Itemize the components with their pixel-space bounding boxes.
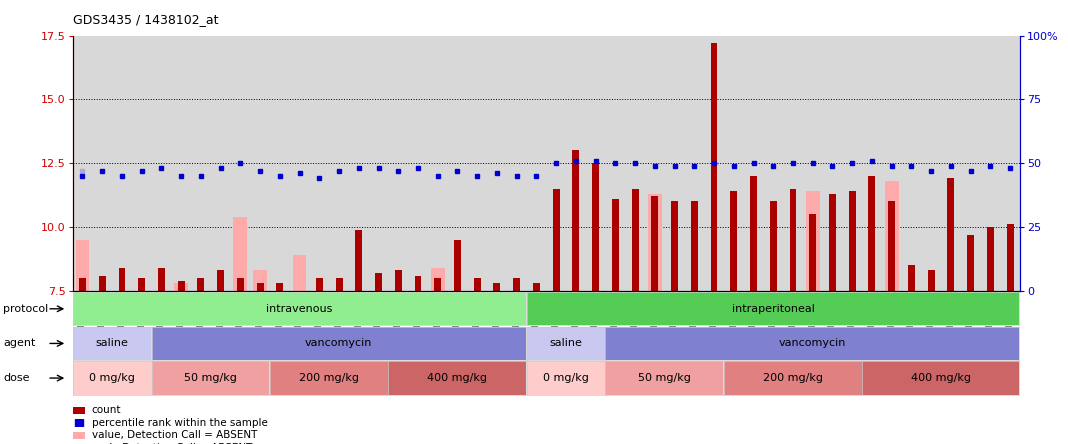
Bar [119,268,125,291]
Bar [789,189,797,291]
Bar [253,270,267,291]
Bar [395,270,402,291]
Text: protocol: protocol [3,304,48,314]
Text: intraperitoneal: intraperitoneal [732,304,815,314]
Bar [316,278,323,291]
Bar [454,240,461,291]
Bar [651,196,658,291]
Bar [572,151,579,291]
Bar [671,202,678,291]
Bar [884,181,898,291]
Bar [987,227,994,291]
Text: 200 mg/kg: 200 mg/kg [299,373,359,383]
Bar [750,176,757,291]
Bar [177,281,185,291]
Bar [710,43,718,291]
Text: 0 mg/kg: 0 mg/kg [89,373,135,383]
Bar [631,189,639,291]
Bar [335,278,343,291]
Bar [1007,225,1014,291]
Text: agent: agent [3,338,35,349]
Bar [648,194,662,291]
Bar [356,230,362,291]
Text: saline: saline [549,338,582,349]
Bar [174,283,188,291]
Bar [810,214,816,291]
Bar [868,176,876,291]
Bar [79,278,85,291]
Bar [928,270,934,291]
Bar [691,202,697,291]
Bar [592,163,599,291]
Text: GDS3435 / 1438102_at: GDS3435 / 1438102_at [73,13,218,26]
Text: value, Detection Call = ABSENT: value, Detection Call = ABSENT [92,430,257,440]
Text: 50 mg/kg: 50 mg/kg [184,373,237,383]
Bar [76,240,90,291]
Bar [98,275,106,291]
Bar [533,283,539,291]
Text: vancomycin: vancomycin [779,338,846,349]
Bar [138,278,145,291]
Bar [889,202,895,291]
Text: intravenous: intravenous [266,304,332,314]
Bar [806,191,819,291]
Bar [829,194,836,291]
Bar [237,278,244,291]
Text: saline: saline [95,338,128,349]
Bar [430,268,444,291]
Bar [968,235,974,291]
Text: rank, Detection Call = ABSENT: rank, Detection Call = ABSENT [92,443,252,444]
Bar [553,189,560,291]
Bar [414,275,422,291]
Text: 50 mg/kg: 50 mg/kg [638,373,691,383]
Bar [770,202,776,291]
Bar [947,178,955,291]
Bar [217,270,224,291]
Bar [256,283,264,291]
Bar [293,255,307,291]
Text: vancomycin: vancomycin [305,338,373,349]
Bar [612,199,618,291]
Text: 400 mg/kg: 400 mg/kg [911,373,971,383]
Bar [908,266,915,291]
Bar [514,278,520,291]
Bar [198,278,204,291]
Bar [849,191,855,291]
Text: dose: dose [3,373,30,383]
Text: 400 mg/kg: 400 mg/kg [427,373,487,383]
Bar [474,278,481,291]
Bar [375,273,382,291]
Text: 200 mg/kg: 200 mg/kg [763,373,822,383]
Text: 0 mg/kg: 0 mg/kg [543,373,588,383]
Bar [435,278,441,291]
Text: percentile rank within the sample: percentile rank within the sample [92,418,268,428]
Bar [277,283,283,291]
Text: count: count [92,405,122,415]
Bar [493,283,501,291]
Bar [234,217,248,291]
Bar [731,191,737,291]
Bar [158,268,164,291]
